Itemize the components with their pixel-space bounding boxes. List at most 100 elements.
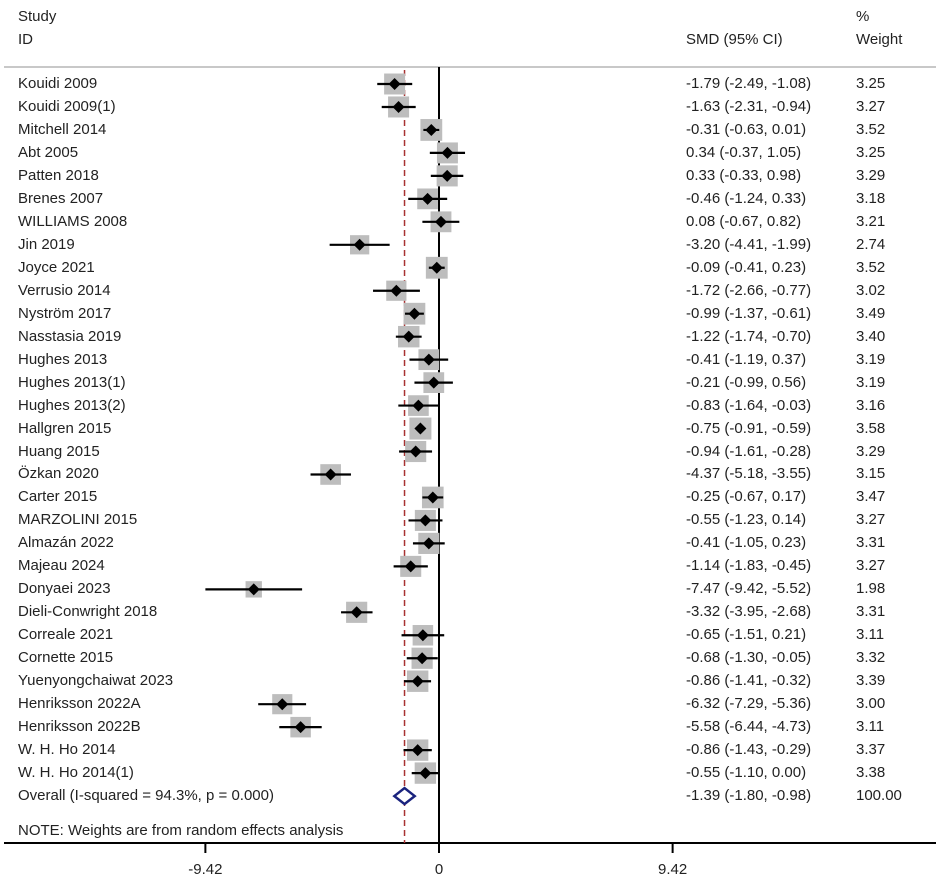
study-weight-text: 3.31 bbox=[856, 603, 886, 621]
study-id: Almazán 2022 bbox=[18, 534, 114, 552]
point-estimate-marker bbox=[409, 445, 422, 458]
study-id: Carter 2015 bbox=[18, 488, 98, 506]
study-id: Nasstasia 2019 bbox=[18, 327, 122, 345]
overall-diamond bbox=[392, 786, 417, 806]
point-estimate-marker bbox=[430, 261, 443, 274]
study-ci-text: -0.83 (-1.64, -0.03) bbox=[686, 396, 812, 414]
study-weight-text: 3.16 bbox=[856, 396, 886, 414]
study-weight-text: 1.98 bbox=[856, 580, 886, 598]
study-id: Hallgren 2015 bbox=[18, 419, 112, 437]
study-id: Donyaei 2023 bbox=[18, 580, 111, 598]
study-id: Majeau 2024 bbox=[18, 557, 105, 575]
point-estimate-marker bbox=[422, 537, 435, 550]
study-ci-text: 0.08 (-0.67, 0.82) bbox=[686, 212, 802, 230]
study-weight-text: 3.02 bbox=[856, 281, 886, 299]
study-id: Kouidi 2009(1) bbox=[18, 97, 116, 115]
study-ci-text: -0.25 (-0.67, 0.17) bbox=[686, 488, 807, 506]
point-estimate-marker bbox=[425, 123, 438, 136]
overall-ci-text: -1.39 (-1.80, -0.98) bbox=[686, 787, 812, 805]
study-id: Jin 2019 bbox=[18, 235, 75, 253]
study-id: W. H. Ho 2014(1) bbox=[18, 764, 134, 782]
study-id: WILLIAMS 2008 bbox=[18, 212, 128, 230]
header-percent: % bbox=[856, 8, 870, 25]
study-ci-text: -0.21 (-0.99, 0.56) bbox=[686, 373, 807, 391]
study-ci-text: -0.68 (-1.30, -0.05) bbox=[686, 649, 812, 667]
study-weight-text: 3.11 bbox=[856, 626, 885, 644]
study-id: Correale 2021 bbox=[18, 626, 114, 644]
study-weight-text: 3.31 bbox=[856, 534, 886, 552]
study-weight-text: 3.00 bbox=[856, 695, 886, 713]
overall-label: Overall (I-squared = 94.3%, p = 0.000) bbox=[18, 787, 274, 805]
study-id: Cornette 2015 bbox=[18, 649, 114, 667]
study-ci-text: 0.34 (-0.37, 1.05) bbox=[686, 143, 802, 161]
study-ci-text: -1.63 (-2.31, -0.94) bbox=[686, 97, 812, 115]
point-estimate-marker bbox=[408, 307, 421, 320]
study-ci-text: -0.55 (-1.23, 0.14) bbox=[686, 511, 807, 529]
study-id: Dieli-Conwright 2018 bbox=[18, 603, 158, 621]
study-weight-text: 3.15 bbox=[856, 465, 886, 483]
study-ci-text: -0.94 (-1.61, -0.28) bbox=[686, 442, 812, 460]
study-id: Huang 2015 bbox=[18, 442, 100, 460]
study-ci-text: -1.22 (-1.74, -0.70) bbox=[686, 327, 812, 345]
study-ci-text: 0.33 (-0.33, 0.98) bbox=[686, 166, 802, 184]
point-estimate-marker bbox=[392, 100, 405, 113]
point-estimate-marker bbox=[353, 238, 366, 251]
study-id: Hughes 2013 bbox=[18, 350, 108, 368]
header-smd: SMD (95% CI) bbox=[686, 31, 783, 48]
study-weight-text: 3.19 bbox=[856, 373, 886, 391]
study-weight-text: 3.18 bbox=[856, 189, 886, 207]
study-weight-text: 3.29 bbox=[856, 442, 886, 460]
point-estimate-marker bbox=[419, 767, 432, 780]
point-estimate-marker bbox=[402, 330, 415, 343]
study-weight-text: 3.52 bbox=[856, 120, 886, 138]
study-ci-text: -3.20 (-4.41, -1.99) bbox=[686, 235, 812, 253]
study-id: W. H. Ho 2014 bbox=[18, 741, 116, 759]
study-ci-text: -1.14 (-1.83, -0.45) bbox=[686, 557, 812, 575]
point-estimate-marker bbox=[426, 491, 439, 504]
study-ci-text: -1.72 (-2.66, -0.77) bbox=[686, 281, 812, 299]
study-id: Kouidi 2009 bbox=[18, 75, 98, 92]
study-weight-text: 3.29 bbox=[856, 166, 886, 184]
study-id: Hughes 2013(1) bbox=[18, 373, 126, 391]
x-tick-label: 9.42 bbox=[658, 861, 688, 878]
study-id: Nyström 2017 bbox=[18, 304, 112, 322]
study-weight-text: 3.25 bbox=[856, 75, 886, 92]
study-ci-text: -0.41 (-1.19, 0.37) bbox=[686, 350, 807, 368]
study-id: Hughes 2013(2) bbox=[18, 396, 126, 414]
study-ci-text: -7.47 (-9.42, -5.52) bbox=[686, 580, 812, 598]
study-weight-text: 2.74 bbox=[856, 235, 886, 253]
point-estimate-marker bbox=[441, 169, 454, 182]
study-ci-text: -6.32 (-7.29, -5.36) bbox=[686, 695, 812, 713]
point-estimate-marker bbox=[388, 78, 401, 90]
point-estimate-marker bbox=[416, 629, 429, 642]
point-estimate-marker bbox=[441, 146, 454, 159]
study-weight-text: 3.27 bbox=[856, 557, 886, 575]
point-estimate-marker bbox=[350, 606, 363, 619]
study-ci-text: -4.37 (-5.18, -3.55) bbox=[686, 465, 812, 483]
point-estimate-marker bbox=[422, 353, 435, 366]
study-id: Verrusio 2014 bbox=[18, 281, 111, 299]
study-ci-text: -0.65 (-1.51, 0.21) bbox=[686, 626, 807, 644]
study-id: Mitchell 2014 bbox=[18, 120, 107, 138]
study-id: Özkan 2020 bbox=[18, 465, 99, 483]
study-weight-text: 3.37 bbox=[856, 741, 886, 759]
point-estimate-marker bbox=[324, 468, 337, 481]
header-weight: Weight bbox=[856, 31, 903, 48]
point-estimate-marker bbox=[427, 376, 440, 389]
header-study: Study bbox=[18, 8, 57, 25]
point-estimate-marker bbox=[411, 744, 424, 757]
study-weight-text: 3.49 bbox=[856, 304, 886, 322]
study-ci-text: -0.31 (-0.63, 0.01) bbox=[686, 120, 807, 138]
study-ci-text: -0.55 (-1.10, 0.00) bbox=[686, 764, 807, 782]
point-estimate-marker bbox=[416, 652, 429, 665]
point-estimate-marker bbox=[404, 560, 417, 573]
point-estimate-marker bbox=[411, 675, 424, 688]
point-estimate-marker bbox=[414, 422, 427, 435]
study-weight-text: 3.21 bbox=[856, 212, 886, 230]
study-ci-text: -0.46 (-1.24, 0.33) bbox=[686, 189, 807, 207]
study-ci-text: -3.32 (-3.95, -2.68) bbox=[686, 603, 812, 621]
header-id: ID bbox=[18, 31, 33, 48]
study-id: Abt 2005 bbox=[18, 143, 79, 161]
point-estimate-marker bbox=[434, 215, 447, 228]
